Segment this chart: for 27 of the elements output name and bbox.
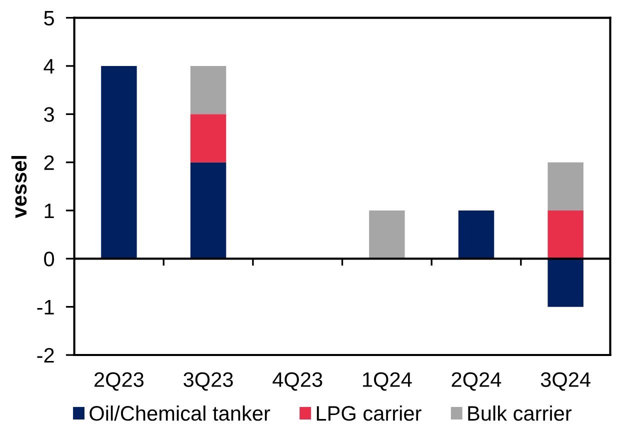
- y-tick-label: -2: [37, 348, 54, 363]
- x-tick-label: 3Q24: [540, 372, 590, 391]
- bar: [548, 210, 584, 259]
- legend-label: Bulk carrier: [468, 406, 572, 421]
- legend-label: LPG carrier: [316, 406, 422, 421]
- bar: [548, 162, 584, 210]
- y-tick-label: -1: [37, 300, 54, 314]
- y-tick-label: 4: [44, 59, 54, 74]
- bar: [190, 162, 226, 259]
- bar: [101, 66, 137, 259]
- x-tick-label: 3Q23: [184, 372, 233, 391]
- y-tick-label: 5: [44, 11, 54, 26]
- bar: [190, 66, 226, 114]
- y-tick-label: 3: [44, 107, 54, 122]
- y-tick-label: 1: [44, 204, 54, 218]
- legend-label: Oil/Chemical tanker: [90, 406, 270, 421]
- x-tick-label: 2Q23: [94, 372, 144, 391]
- bar: [190, 114, 226, 162]
- y-tick-label: 2: [44, 155, 54, 170]
- y-axis-title: vessel: [11, 156, 27, 218]
- y-tick-label: 0: [44, 252, 54, 266]
- x-tick-label: 2Q24: [452, 372, 502, 391]
- bar: [369, 210, 405, 259]
- x-tick-label: 1Q24: [363, 372, 412, 391]
- bar: [548, 258, 584, 307]
- bar: [458, 210, 494, 259]
- x-tick-label: 4Q23: [272, 372, 322, 391]
